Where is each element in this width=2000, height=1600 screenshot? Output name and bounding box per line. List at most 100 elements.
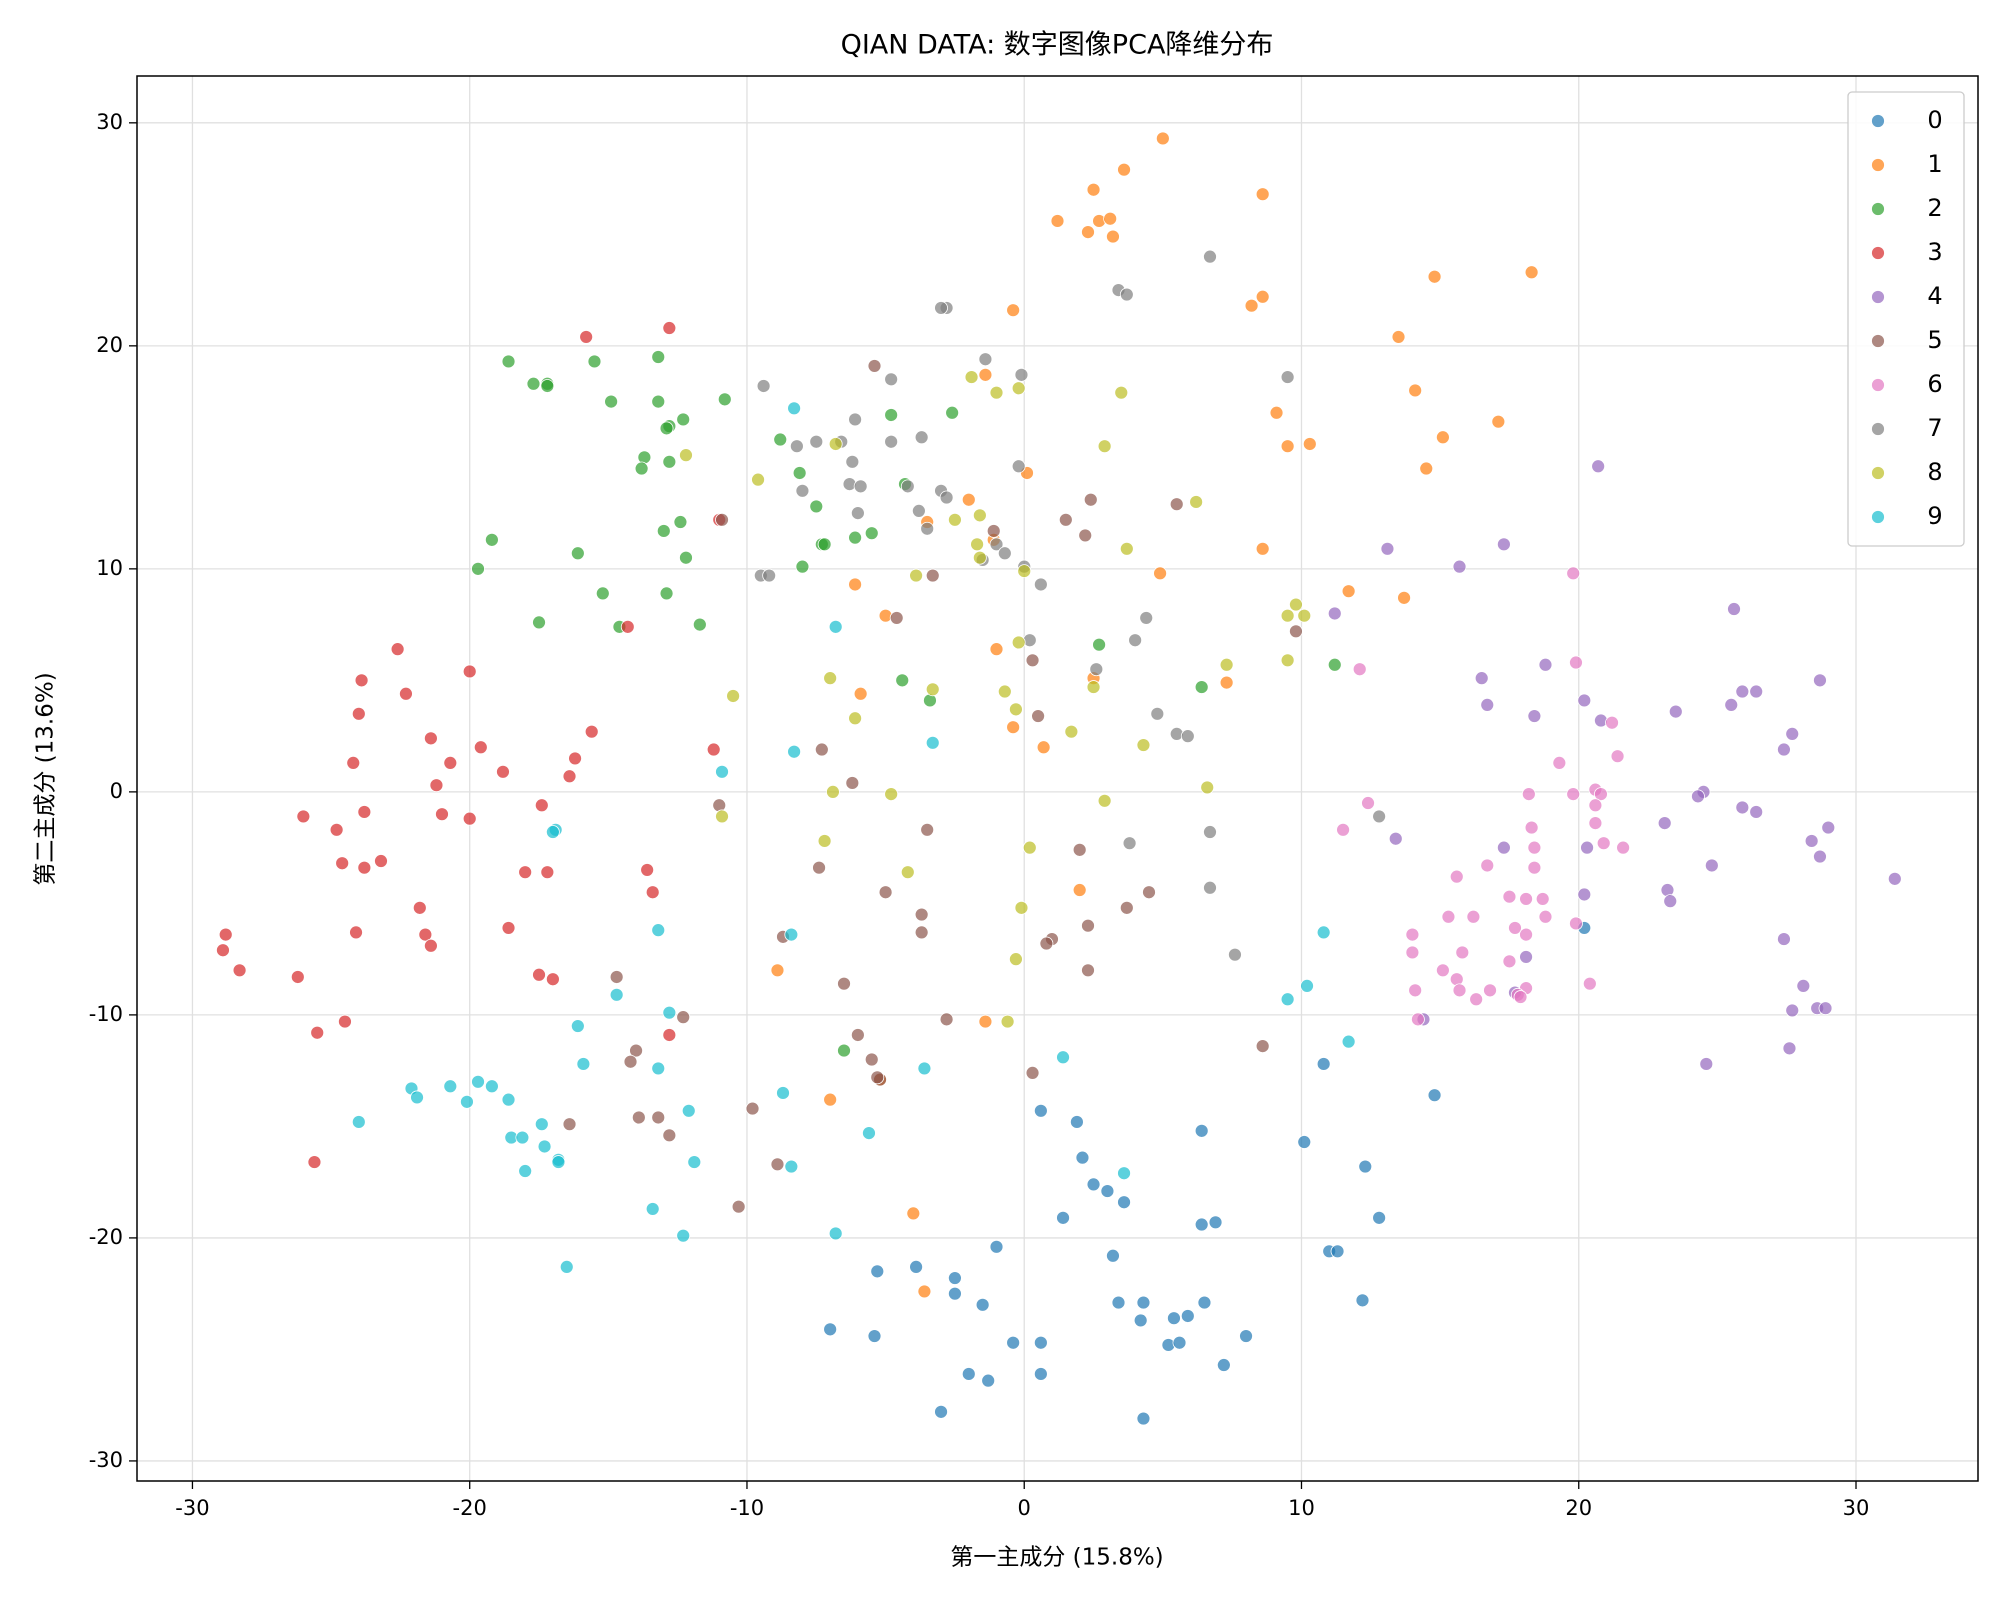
scatter-point bbox=[889, 611, 904, 625]
scatter-point bbox=[562, 769, 577, 784]
legend-label: 1 bbox=[1927, 150, 1942, 178]
scatter-point bbox=[989, 385, 1004, 400]
scatter-point bbox=[1072, 883, 1087, 897]
scatter-point bbox=[823, 1092, 838, 1107]
scatter-point bbox=[1408, 983, 1423, 998]
scatter-point bbox=[1524, 265, 1539, 280]
scatter-point bbox=[1735, 684, 1750, 699]
scatter-point bbox=[1427, 1088, 1442, 1103]
scatter-point bbox=[374, 854, 388, 868]
scatter-point bbox=[948, 1271, 962, 1285]
scatter-point bbox=[1441, 909, 1456, 924]
scatter-point bbox=[1300, 979, 1314, 993]
scatter-point bbox=[551, 1155, 566, 1169]
scatter-point bbox=[1302, 437, 1317, 451]
scatter-point bbox=[604, 394, 619, 409]
scatter-point bbox=[1594, 787, 1608, 802]
scatter-point bbox=[1106, 229, 1120, 244]
scatter-point bbox=[989, 1239, 1004, 1254]
scatter-point bbox=[787, 744, 802, 759]
scatter-point bbox=[715, 764, 729, 779]
scatter-point bbox=[1521, 787, 1536, 802]
scatter-point bbox=[1469, 992, 1484, 1007]
scatter-point bbox=[418, 927, 433, 942]
scatter-point bbox=[484, 532, 499, 547]
scatter-point bbox=[1449, 869, 1464, 884]
scatter-point bbox=[1255, 541, 1270, 556]
scatter-point bbox=[443, 755, 458, 770]
scatter-point bbox=[429, 778, 444, 793]
scatter-point bbox=[681, 1103, 696, 1118]
scatter-point bbox=[1372, 1210, 1387, 1225]
scatter-point bbox=[290, 970, 305, 984]
scatter-point bbox=[659, 421, 674, 436]
scatter-point bbox=[410, 1090, 424, 1105]
scatter-point bbox=[920, 521, 935, 536]
scatter-point bbox=[1480, 858, 1495, 873]
scatter-point bbox=[357, 860, 372, 875]
scatter-point bbox=[1435, 963, 1450, 978]
legend-marker bbox=[1871, 246, 1885, 260]
scatter-point bbox=[809, 434, 824, 449]
scatter-point bbox=[731, 1199, 746, 1214]
scatter-point bbox=[848, 577, 863, 592]
scatter-point bbox=[809, 499, 824, 514]
scatter-point bbox=[1594, 713, 1608, 728]
scatter-point bbox=[914, 907, 929, 922]
scatter-point bbox=[975, 1297, 990, 1312]
scatter-point bbox=[1480, 698, 1495, 712]
scatter-point bbox=[462, 664, 477, 679]
scatter-point bbox=[845, 776, 860, 790]
scatter-point bbox=[1538, 909, 1553, 924]
scatter-point bbox=[1006, 720, 1021, 735]
scatter-point bbox=[1330, 1244, 1345, 1259]
scatter-point bbox=[1119, 900, 1134, 915]
scatter-point bbox=[1197, 1295, 1212, 1310]
x-tick-label: -10 bbox=[730, 1496, 764, 1520]
x-axis-label: 第一主成分 (15.8%) bbox=[950, 1545, 1163, 1571]
scatter-point bbox=[1058, 512, 1073, 527]
scatter-point bbox=[307, 1155, 322, 1169]
scatter-point bbox=[545, 972, 560, 987]
scatter-point bbox=[925, 568, 940, 583]
scatter-point bbox=[1036, 740, 1051, 755]
scatter-point bbox=[1070, 1115, 1084, 1129]
plot-frame bbox=[136, 75, 1979, 1482]
scatter-point bbox=[1167, 1311, 1181, 1326]
scatter-point bbox=[559, 1260, 574, 1274]
scatter-point bbox=[925, 682, 940, 697]
scatter-point bbox=[934, 1404, 948, 1419]
scatter-point bbox=[948, 512, 962, 527]
scatter-point bbox=[335, 856, 350, 871]
scatter-point bbox=[1580, 840, 1594, 855]
scatter-point bbox=[620, 619, 635, 634]
scatter-point bbox=[471, 1074, 485, 1089]
scatter-point bbox=[706, 742, 721, 757]
scatter-point bbox=[1777, 932, 1791, 946]
scatter-point bbox=[412, 900, 427, 915]
scatter-point bbox=[1821, 820, 1836, 835]
scatter-point bbox=[501, 1092, 516, 1107]
scatter-point bbox=[776, 1086, 790, 1100]
scatter-point bbox=[1527, 860, 1542, 875]
scatter-point bbox=[1255, 187, 1270, 202]
scatter-point bbox=[1535, 892, 1550, 906]
scatter-point bbox=[545, 825, 560, 839]
scatter-point bbox=[687, 1155, 702, 1169]
scatter-point bbox=[1189, 495, 1204, 509]
scatter-point bbox=[1128, 633, 1143, 648]
scatter-point bbox=[1011, 381, 1026, 396]
scatter-point bbox=[848, 412, 863, 427]
x-tick-label: -30 bbox=[175, 1496, 209, 1520]
scatter-point bbox=[1194, 680, 1209, 694]
scatter-point bbox=[795, 559, 810, 574]
scatter-point bbox=[1208, 1215, 1223, 1230]
scatter-point bbox=[1078, 528, 1093, 543]
legend-label: 0 bbox=[1927, 106, 1942, 134]
scatter-point bbox=[1106, 1248, 1120, 1263]
scatter-point bbox=[1180, 1309, 1195, 1323]
scatter-point bbox=[1269, 405, 1284, 420]
scatter-point bbox=[1136, 1411, 1151, 1426]
scatter-point bbox=[579, 330, 594, 344]
scatter-point bbox=[584, 724, 599, 739]
